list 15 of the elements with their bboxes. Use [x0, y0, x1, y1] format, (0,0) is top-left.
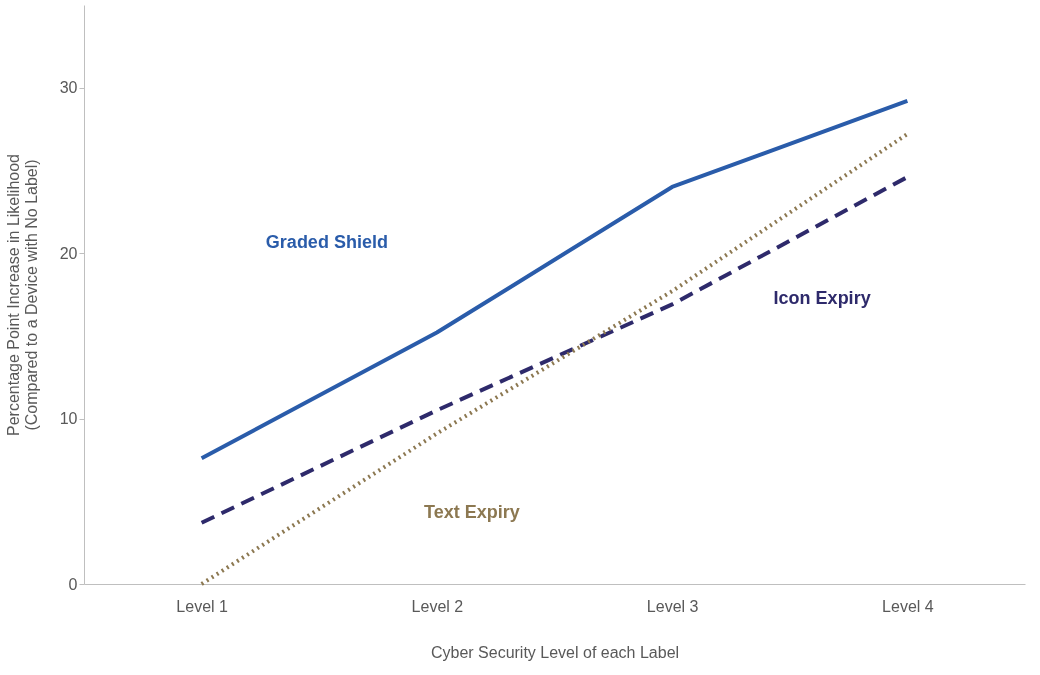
x-axis-title: Cyber Security Level of each Label [430, 643, 680, 661]
y-tick-label: 30 [59, 79, 78, 97]
y-tick-label: 10 [59, 410, 78, 428]
x-tick-label: Level 1 [176, 597, 229, 615]
x-tick-label: Level 3 [646, 597, 699, 615]
text: Graded Shield [265, 231, 388, 252]
line-series [199, 132, 910, 586]
series-label: Icon Expiry [773, 288, 871, 309]
y-tick-label: 0 [68, 575, 78, 593]
y-axis-title: Percentage Point Increase in Likelihood (Compared to a Device with No Label) [4, 154, 40, 436]
line-series [199, 98, 910, 461]
text: Text Expiry [424, 502, 520, 523]
x-tick-label: Level 4 [882, 597, 934, 615]
x-tick-label: Level 2 [411, 597, 464, 615]
y-tick-label: 20 [59, 244, 78, 262]
